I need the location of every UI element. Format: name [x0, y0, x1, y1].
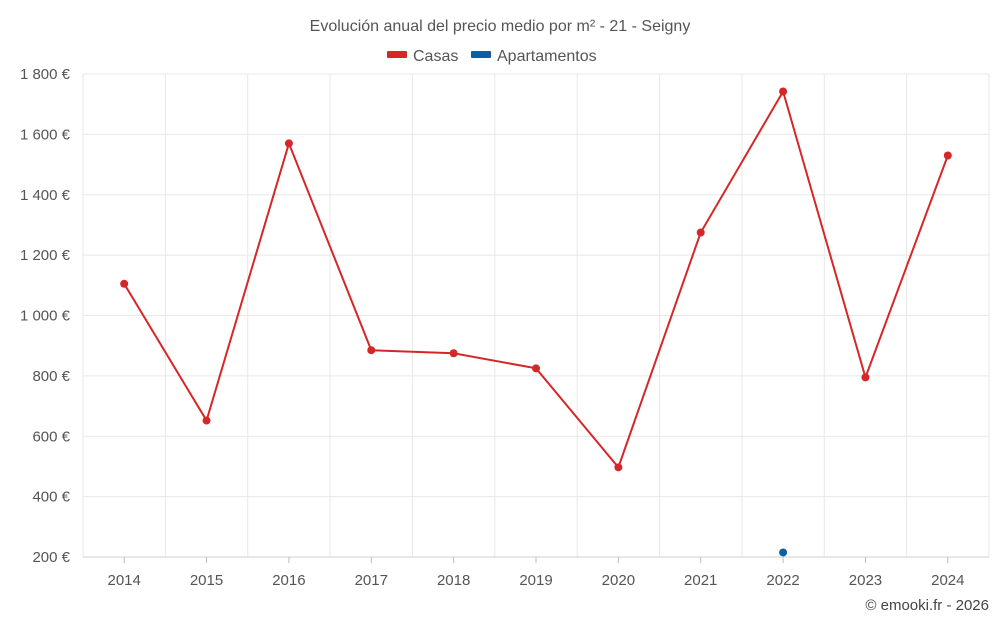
y-tick-label: 400 € — [32, 489, 70, 506]
x-tick-label: 2016 — [272, 572, 305, 589]
data-point-casas-2023[interactable] — [861, 373, 870, 382]
data-point-casas-2015[interactable] — [202, 416, 211, 425]
data-point-casas-2020[interactable] — [614, 463, 623, 472]
x-tick-label: 2023 — [849, 572, 882, 589]
x-tick-label: 2017 — [355, 572, 388, 589]
x-tick-label: 2021 — [684, 572, 717, 589]
x-tick-label: 2020 — [602, 572, 635, 589]
data-point-casas-2019[interactable] — [532, 364, 540, 373]
legend: Casas Apartamentos — [387, 48, 597, 65]
x-tick-label: 2015 — [190, 572, 223, 589]
data-point-casas-2017[interactable] — [367, 346, 376, 355]
x-tick-label: 2022 — [766, 572, 799, 589]
axes: 200 € 400 € 600 € 800 € 1 000 € 1 200 € 1 400 … — [20, 66, 989, 589]
grid — [82, 73, 990, 558]
credit-text: © emooki.fr - 2026 — [865, 597, 989, 614]
x-tick-label: 2024 — [931, 572, 964, 589]
data-point-casas-2024[interactable] — [943, 151, 952, 160]
y-tick-label: 600 € — [32, 428, 70, 445]
y-tick-label: 200 € — [32, 549, 70, 566]
y-tick-label: 1 800 € — [20, 66, 71, 83]
y-tick-label: 1 200 € — [20, 247, 71, 264]
legend-item-apartamentos[interactable]: Apartamentos — [471, 48, 597, 65]
y-tick-label: 1 400 € — [20, 187, 71, 204]
legend-label-apartamentos: Apartamentos — [497, 48, 597, 65]
legend-swatch-casas — [387, 51, 407, 58]
data-point-casas-2018[interactable] — [449, 349, 458, 358]
data-point-casas-2022[interactable] — [779, 87, 788, 96]
x-tick-label: 2014 — [107, 572, 140, 589]
data-point-casas-2014[interactable] — [120, 279, 129, 288]
y-tick-label: 800 € — [32, 368, 70, 385]
data-point-apartamentos-2022[interactable] — [779, 548, 788, 557]
x-tick-label: 2019 — [519, 572, 552, 589]
legend-label-casas: Casas — [413, 48, 458, 65]
y-tick-label: 1 600 € — [20, 126, 71, 143]
x-tick-label: 2018 — [437, 572, 470, 589]
series — [120, 87, 952, 557]
legend-item-casas[interactable]: Casas — [387, 48, 458, 65]
data-point-casas-2021[interactable] — [696, 228, 705, 237]
legend-swatch-apartamentos — [471, 51, 491, 58]
y-tick-label: 1 000 € — [20, 308, 71, 325]
chart-title: Evolución anual del precio medio por m² … — [310, 18, 691, 35]
data-point-casas-2016[interactable] — [284, 139, 293, 148]
